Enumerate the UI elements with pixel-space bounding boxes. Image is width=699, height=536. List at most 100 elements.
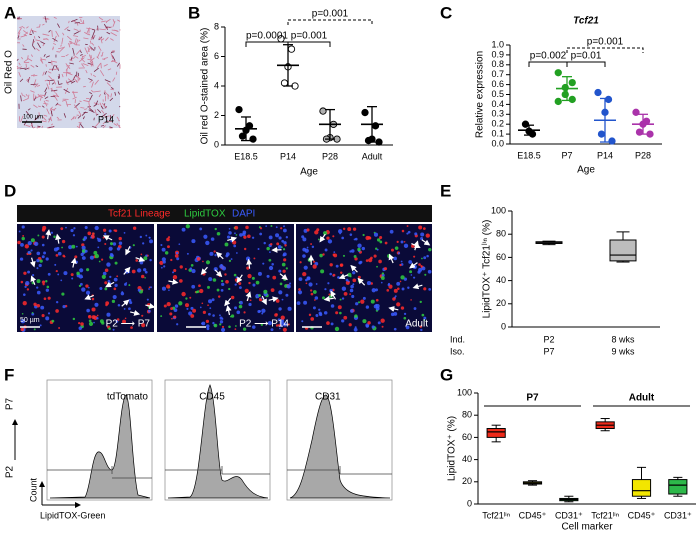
cell-dot bbox=[33, 302, 37, 307]
cell-dot bbox=[132, 244, 135, 247]
cell-dot bbox=[191, 269, 196, 274]
cell-dot bbox=[218, 314, 221, 317]
cell-dot bbox=[96, 317, 99, 320]
tissue-strand bbox=[91, 125, 97, 129]
cell-dot bbox=[401, 287, 405, 291]
tissue-strand bbox=[73, 115, 75, 120]
tissue-strand bbox=[104, 91, 110, 97]
cell-dot bbox=[310, 289, 313, 292]
cell-dot bbox=[159, 260, 164, 266]
tissue-strand bbox=[82, 63, 89, 67]
tissue-strand bbox=[21, 56, 24, 60]
data-point bbox=[249, 135, 257, 143]
cell-dot bbox=[123, 308, 126, 310]
cell-dot bbox=[40, 305, 45, 310]
cell-dot bbox=[341, 236, 344, 240]
cell-dot bbox=[93, 321, 95, 324]
cell-dot bbox=[74, 260, 78, 264]
cell-dot bbox=[312, 290, 317, 294]
x-tick-label: 8 wks bbox=[611, 334, 635, 344]
cell-dot bbox=[397, 252, 401, 255]
cell-dot bbox=[400, 306, 405, 310]
cell-dot bbox=[284, 244, 287, 247]
cell-dot bbox=[326, 236, 330, 240]
image-label: Oil Red O bbox=[4, 50, 15, 94]
cell-dot bbox=[393, 256, 397, 261]
cell-dot bbox=[376, 238, 381, 242]
cell-dot bbox=[306, 228, 310, 232]
cell-dot bbox=[216, 288, 220, 292]
cell-dot bbox=[55, 269, 58, 273]
cell-dot bbox=[136, 268, 142, 273]
tissue-strand bbox=[55, 65, 60, 71]
x-tick-label: CD45⁺ bbox=[628, 510, 656, 520]
cell-dot bbox=[343, 291, 348, 296]
panel-letter: A bbox=[4, 3, 16, 22]
cell-dot bbox=[354, 314, 358, 318]
cell-dot bbox=[343, 315, 348, 320]
cell-dot bbox=[83, 236, 88, 240]
image-background bbox=[157, 224, 294, 332]
tissue-strand bbox=[40, 41, 46, 45]
tissue-strand bbox=[50, 108, 56, 111]
tissue-strand bbox=[90, 54, 92, 59]
cell-dot bbox=[79, 268, 84, 273]
arrow bbox=[268, 296, 279, 303]
tissue-strand bbox=[99, 28, 106, 31]
cell-dot bbox=[219, 320, 224, 324]
cell-dot bbox=[202, 260, 204, 263]
cell-dot bbox=[340, 271, 343, 275]
tissue-strand bbox=[103, 57, 109, 60]
cell-dot bbox=[392, 297, 396, 301]
tissue-strand bbox=[88, 78, 93, 81]
cell-dot bbox=[242, 327, 247, 331]
tissue-strand bbox=[57, 75, 60, 80]
cell-dot bbox=[361, 246, 366, 251]
cell-dot bbox=[281, 239, 285, 243]
cell-dot bbox=[274, 313, 278, 317]
cell-dot bbox=[41, 314, 45, 318]
cell-dot bbox=[257, 248, 260, 251]
arrow bbox=[350, 264, 358, 273]
box bbox=[631, 479, 652, 497]
arrow bbox=[246, 258, 253, 269]
cell-dot bbox=[94, 253, 100, 259]
cell-dot bbox=[268, 265, 274, 271]
cell-dot bbox=[275, 299, 280, 303]
cell-dot bbox=[114, 261, 118, 265]
tissue-strand bbox=[27, 108, 31, 111]
cell-dot bbox=[87, 286, 90, 289]
tissue-strand bbox=[51, 60, 57, 63]
tissue-strand bbox=[80, 54, 83, 56]
cell-dot bbox=[47, 296, 51, 300]
cell-dot bbox=[360, 299, 365, 304]
cell-dot bbox=[400, 275, 405, 280]
arrow bbox=[145, 303, 156, 309]
cell-dot bbox=[27, 270, 31, 274]
cell-dot bbox=[306, 246, 309, 249]
y-tick-label: 0.9 bbox=[491, 49, 504, 59]
cell-dot bbox=[322, 253, 325, 256]
x-tick-label: P28 bbox=[322, 151, 338, 161]
cell-dot bbox=[267, 320, 272, 326]
y-tick-label: 100 bbox=[457, 387, 472, 397]
tissue-strand bbox=[43, 114, 48, 117]
tissue-strand bbox=[67, 78, 73, 83]
cell-dot bbox=[314, 230, 319, 235]
tissue-strand bbox=[85, 69, 88, 74]
histology-image bbox=[16, 15, 121, 129]
tissue-strand bbox=[110, 88, 114, 91]
cell-dot bbox=[315, 283, 318, 285]
tissue-strand bbox=[44, 96, 49, 99]
tissue-strand bbox=[73, 28, 79, 31]
tissue-strand bbox=[53, 35, 57, 43]
cell-dot bbox=[423, 287, 427, 291]
cell-dot bbox=[418, 263, 421, 266]
cell-dot bbox=[176, 257, 180, 261]
cell-dot bbox=[236, 310, 241, 315]
tissue-strand bbox=[35, 39, 41, 42]
cell-dot bbox=[131, 269, 136, 274]
cell-dot bbox=[120, 291, 125, 296]
cell-dot bbox=[162, 260, 166, 264]
cell-dot bbox=[329, 272, 332, 276]
